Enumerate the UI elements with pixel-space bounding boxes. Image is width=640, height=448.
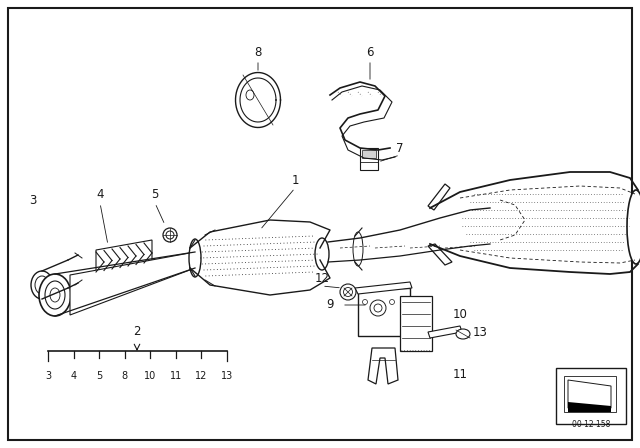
Ellipse shape bbox=[390, 300, 394, 305]
Ellipse shape bbox=[189, 239, 201, 277]
Text: 12: 12 bbox=[314, 271, 330, 284]
Ellipse shape bbox=[35, 276, 49, 294]
Text: 3: 3 bbox=[45, 371, 51, 381]
Ellipse shape bbox=[39, 274, 71, 316]
Ellipse shape bbox=[374, 304, 382, 312]
Text: 11: 11 bbox=[170, 371, 182, 381]
Text: 6: 6 bbox=[366, 46, 374, 59]
Ellipse shape bbox=[163, 228, 177, 242]
Ellipse shape bbox=[362, 300, 367, 305]
Text: 1: 1 bbox=[291, 173, 299, 186]
Text: 11: 11 bbox=[452, 369, 467, 382]
Bar bbox=[556, 368, 626, 424]
Text: 9: 9 bbox=[326, 298, 333, 311]
Text: 2: 2 bbox=[133, 325, 141, 338]
Bar bbox=[400, 296, 432, 351]
Polygon shape bbox=[70, 252, 195, 315]
Text: 12: 12 bbox=[195, 371, 207, 381]
Polygon shape bbox=[568, 380, 611, 408]
Polygon shape bbox=[568, 402, 611, 412]
Bar bbox=[360, 148, 378, 170]
Ellipse shape bbox=[370, 300, 386, 316]
Ellipse shape bbox=[31, 271, 53, 299]
Ellipse shape bbox=[344, 288, 353, 297]
Text: 8: 8 bbox=[254, 46, 262, 59]
Text: 13: 13 bbox=[472, 326, 488, 339]
Polygon shape bbox=[564, 376, 616, 412]
Text: 7: 7 bbox=[396, 142, 404, 155]
Polygon shape bbox=[428, 326, 462, 338]
Polygon shape bbox=[368, 348, 398, 384]
Polygon shape bbox=[428, 184, 450, 210]
Text: 4: 4 bbox=[70, 371, 77, 381]
Text: 3: 3 bbox=[29, 194, 36, 207]
Ellipse shape bbox=[166, 231, 174, 239]
Text: 10: 10 bbox=[144, 371, 156, 381]
Text: 4: 4 bbox=[96, 189, 104, 202]
Polygon shape bbox=[355, 282, 412, 294]
Text: 8: 8 bbox=[122, 371, 128, 381]
Text: 10: 10 bbox=[452, 309, 467, 322]
Ellipse shape bbox=[340, 284, 356, 300]
Ellipse shape bbox=[627, 190, 640, 264]
Polygon shape bbox=[428, 244, 452, 265]
Ellipse shape bbox=[45, 281, 65, 309]
Text: 00 12 158: 00 12 158 bbox=[572, 420, 610, 429]
Ellipse shape bbox=[456, 329, 470, 339]
Ellipse shape bbox=[50, 288, 60, 302]
Bar bbox=[358, 288, 410, 336]
Ellipse shape bbox=[315, 238, 329, 270]
Text: 5: 5 bbox=[151, 189, 159, 202]
Text: 5: 5 bbox=[96, 371, 102, 381]
Ellipse shape bbox=[246, 90, 254, 100]
Bar bbox=[362, 150, 376, 158]
Text: 13: 13 bbox=[221, 371, 233, 381]
